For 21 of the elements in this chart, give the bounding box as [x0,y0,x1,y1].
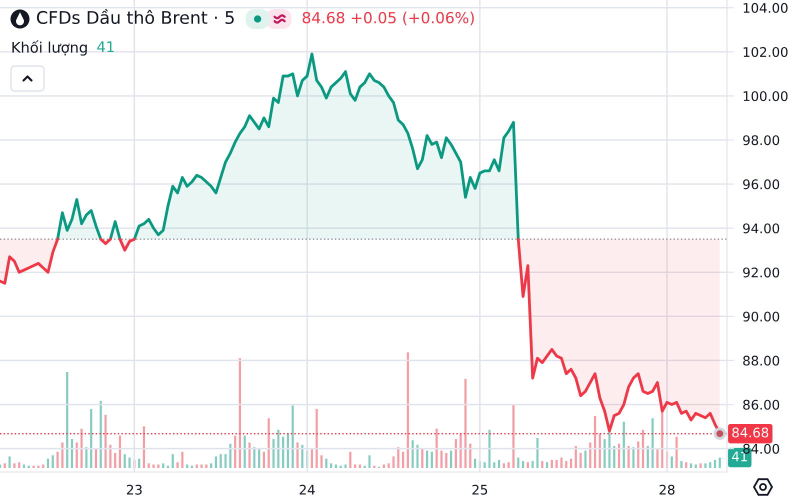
y-tick-label: 94.00 [743,223,780,234]
x-tick-label: 25 [472,484,488,495]
y-tick-label: 92.00 [743,267,780,278]
text: 41 [732,452,747,462]
y-tick-label: 90.00 [743,312,780,322]
y-tick-label: 86.00 [743,400,780,410]
ref-line-label: 84.68 [732,427,768,438]
text: 84.68 +0.05 (+0.06%) [302,12,474,26]
y-tick-label: 98.00 [743,135,780,146]
y-tick-label: 104.00 [744,2,788,13]
annotation: 41 [97,41,114,52]
y-tick-label: 88.00 [743,356,780,366]
chart-title: CFDs Dầu thô Brent · 5 [36,9,234,24]
x-tick-label: 24 [300,484,315,495]
y-tick-label: 100.00 [744,91,788,102]
y-tick-label: 84.00 [743,444,780,454]
y-tick-label: 96.00 [743,179,780,190]
x-tick-label: 28 [660,484,675,495]
y-tick-label: 102.00 [744,47,788,58]
chart-title: Khối lượng [12,40,87,56]
x-tick-label: 23 [126,484,142,495]
